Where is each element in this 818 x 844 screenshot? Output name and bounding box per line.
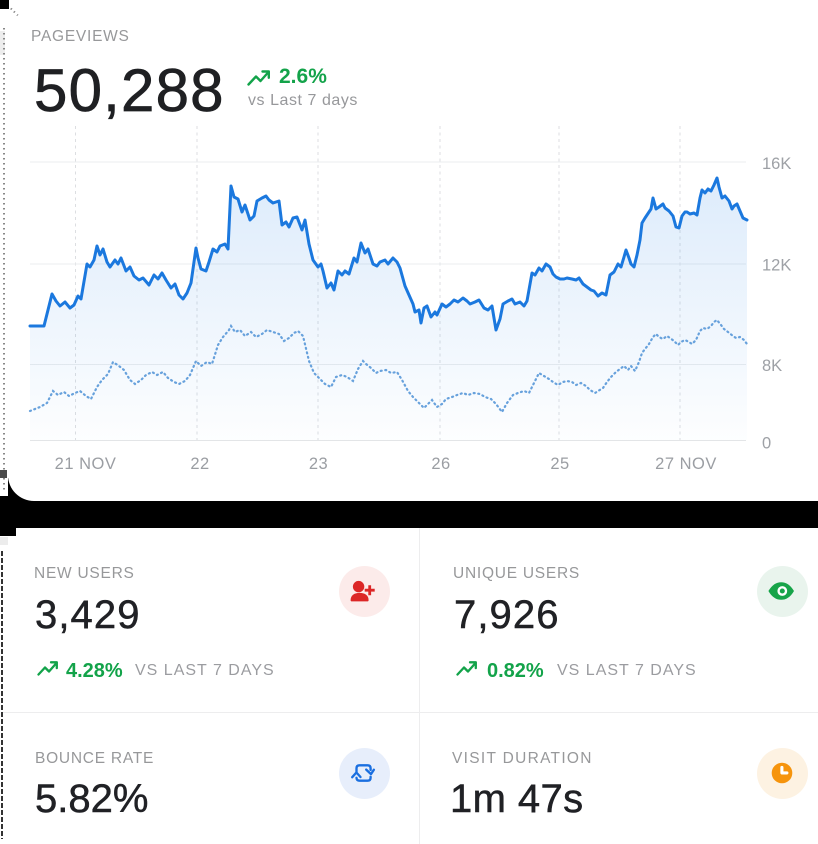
svg-text:8K: 8K xyxy=(762,357,782,375)
svg-text:21 NOV: 21 NOV xyxy=(55,455,117,473)
svg-text:25: 25 xyxy=(550,455,569,473)
svg-text:23: 23 xyxy=(309,455,328,473)
svg-text:0: 0 xyxy=(762,435,771,453)
svg-text:26: 26 xyxy=(431,455,450,473)
svg-text:16K: 16K xyxy=(762,155,791,173)
svg-text:27 NOV: 27 NOV xyxy=(655,455,717,473)
svg-text:12K: 12K xyxy=(762,257,791,275)
svg-text:22: 22 xyxy=(190,455,209,473)
